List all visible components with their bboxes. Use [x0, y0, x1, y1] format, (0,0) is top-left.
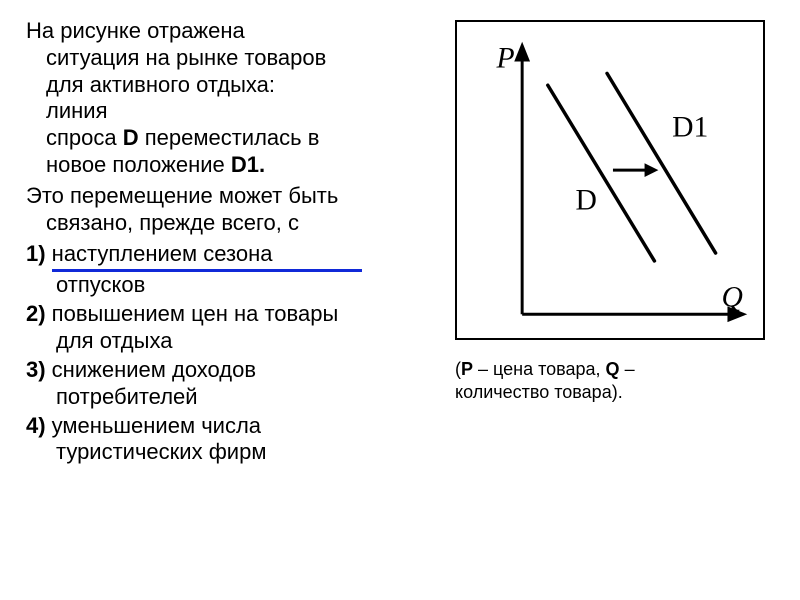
opt2-num: 2)	[26, 301, 46, 326]
para2-line: Это перемещение может быть	[26, 183, 386, 210]
opt4-num: 4)	[26, 413, 46, 438]
opt2-l2: для отдыха	[56, 328, 386, 355]
q-axis-label: Q	[722, 281, 743, 313]
opt1-l1: наступлением сезона	[46, 241, 273, 266]
intro-line: линия	[26, 98, 386, 125]
chart-caption: (P – цена товара, Q – количество товара)…	[455, 358, 765, 403]
para2-line: связано, прежде всего, с	[26, 210, 386, 237]
line-d	[548, 85, 655, 261]
caption-Q: Q	[606, 359, 620, 379]
option-1: 1) наступлением сезона отпусков	[26, 241, 386, 300]
intro-paragraph: На рисунке отражена ситуация на рынке то…	[26, 18, 386, 179]
option-4: 4) уменьшением числа туристических фирм	[26, 413, 386, 467]
shift-arrow-head	[645, 163, 659, 177]
intro-D: D	[123, 125, 139, 150]
line-d1	[607, 73, 716, 253]
opt3-num: 3)	[26, 357, 46, 382]
opt4-l1: уменьшением числа	[46, 413, 261, 438]
d-label: D	[575, 185, 596, 217]
intro-line: ситуация на рынке товаров	[26, 45, 386, 72]
intro-line: На рисунке отражена	[26, 18, 386, 45]
intro-line-rich: спроса D переместилась в	[26, 125, 386, 152]
option-2: 2) повышением цен на товары для отдыха	[26, 301, 386, 355]
intro-mid: переместилась в	[139, 125, 320, 150]
opt4-l2: туристических фирм	[56, 439, 386, 466]
demand-chart: P Q D D1	[455, 20, 765, 340]
caption-mid1: – цена товара,	[473, 359, 606, 379]
opt1-l2: отпусков	[56, 272, 386, 299]
para2: Это перемещение может быть связано, преж…	[26, 183, 386, 237]
intro-D1: D1.	[231, 152, 265, 177]
opt1-num: 1)	[26, 241, 46, 266]
d1-label: D1	[672, 112, 708, 144]
opt3-l1: снижением доходов	[46, 357, 257, 382]
intro-line: для активного отдыха:	[26, 72, 386, 99]
chart-svg: P Q D D1	[457, 22, 763, 338]
intro-l6-prefix: новое положение	[46, 152, 231, 177]
option-3: 3) снижением доходов потребителей	[26, 357, 386, 411]
intro-prefix: спроса	[46, 125, 123, 150]
caption-P: P	[461, 359, 473, 379]
slide-root: На рисунке отражена ситуация на рынке то…	[0, 0, 800, 600]
p-axis-label: P	[495, 42, 514, 74]
caption-mid2: –	[620, 359, 635, 379]
intro-line-rich2: новое положение D1.	[26, 152, 386, 179]
text-column: На рисунке отражена ситуация на рынке то…	[26, 18, 386, 468]
y-axis-arrow	[514, 42, 530, 62]
opt2-l1: повышением цен на товары	[46, 301, 339, 326]
opt3-l2: потребителей	[56, 384, 386, 411]
caption-line2: количество товара).	[455, 382, 623, 402]
